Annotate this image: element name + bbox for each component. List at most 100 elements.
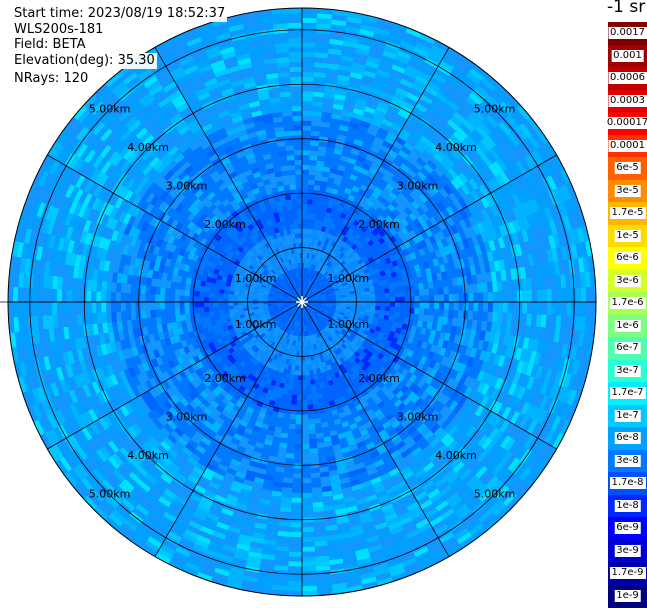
gate-cell [414,308,419,314]
gate-cell [288,434,295,439]
gate-cell [285,463,294,469]
gate-cell [419,296,424,302]
gate-cell [302,547,315,552]
gate-cell [428,281,434,288]
gate-cell [312,205,318,211]
gate-cell [297,395,302,400]
gate-cell [312,101,323,107]
gate-cell [302,18,317,23]
gate-cell [311,473,320,479]
gate-cell [351,302,356,305]
gate-cell [399,312,405,318]
gate-cell [393,317,399,323]
gate-cell [418,283,424,290]
gate-cell [591,287,596,302]
gate-cell [443,309,449,317]
gate-cell [552,289,557,302]
gate-cell [297,385,302,390]
gate-cell [307,199,313,204]
gate-cell [302,429,309,434]
gate-cell [302,478,312,483]
gate-cell [302,165,309,170]
gate-cell [302,209,307,214]
gate-cell [302,23,317,28]
gate-cell [482,312,488,322]
gate-cell [302,361,305,366]
gate-cell [395,292,400,297]
gate-cell [310,150,318,156]
gate-cell [287,586,302,591]
gate-cell [390,302,395,307]
gate-cell [581,287,586,302]
gate-cell [302,493,312,498]
gate-cell [284,468,293,474]
gate-cell [285,404,291,410]
gate-cell [394,287,400,293]
gate-cell [302,537,315,542]
gate-cell [292,395,297,400]
gate-cell [560,316,566,330]
gate-cell [310,379,315,384]
gate-cell [371,302,376,306]
gate-cell [317,393,323,399]
gate-cell [483,302,488,312]
gate-cell [298,380,302,385]
gate-cell [370,294,375,298]
gate-cell [453,310,459,319]
gate-cell [302,498,313,503]
gate-cell [315,541,328,547]
gate-cell [404,285,410,291]
gate-cell [302,483,312,488]
gate-cell [307,204,312,209]
gate-cell [302,52,315,57]
gate-cell [313,502,324,508]
gate-cell [289,379,294,384]
gate-cell [586,287,591,302]
gate-cell [380,302,385,306]
gate-cell [390,297,395,302]
gate-cell [424,308,429,315]
gate-cell [302,576,317,581]
gate-cell [498,292,503,303]
gate-cell [295,365,299,370]
gate-cell [463,285,469,294]
gate-cell [312,106,323,112]
gate-cell [508,291,513,302]
gate-cell [424,295,429,302]
gate-cell [312,492,323,498]
gate-cell [448,286,454,294]
gate-cell [287,591,302,596]
gate-cell [302,150,310,155]
gate-cell [393,282,399,288]
gate-cell [313,92,324,98]
gate-cell [307,194,313,199]
gate-cell [454,294,459,302]
gate-cell [365,305,370,309]
gate-cell [307,390,312,395]
gate-cell [297,400,302,405]
gate-cell [302,552,315,557]
gate-cell [507,313,513,324]
gate-cell [302,380,306,385]
gate-cell [316,161,324,167]
gate-cell [375,290,380,295]
gate-cell [291,404,297,409]
gate-cell [309,170,316,175]
gate-cell [375,310,380,315]
gate-cell [296,419,302,424]
gate-cell [404,291,409,297]
gate-cell [310,448,318,454]
gate-cell [281,433,289,439]
gate-cell [302,400,307,405]
gate-cell [295,439,302,444]
gate-cell [313,97,324,103]
gate-cell [404,313,410,319]
gate-cell [365,309,370,313]
gate-cell [295,361,299,366]
gate-cell [296,415,302,420]
gate-cell [302,557,316,562]
gate-cell [302,366,306,371]
gate-cell [522,302,527,314]
gate-cell [290,375,295,380]
gate-cell [473,311,479,320]
